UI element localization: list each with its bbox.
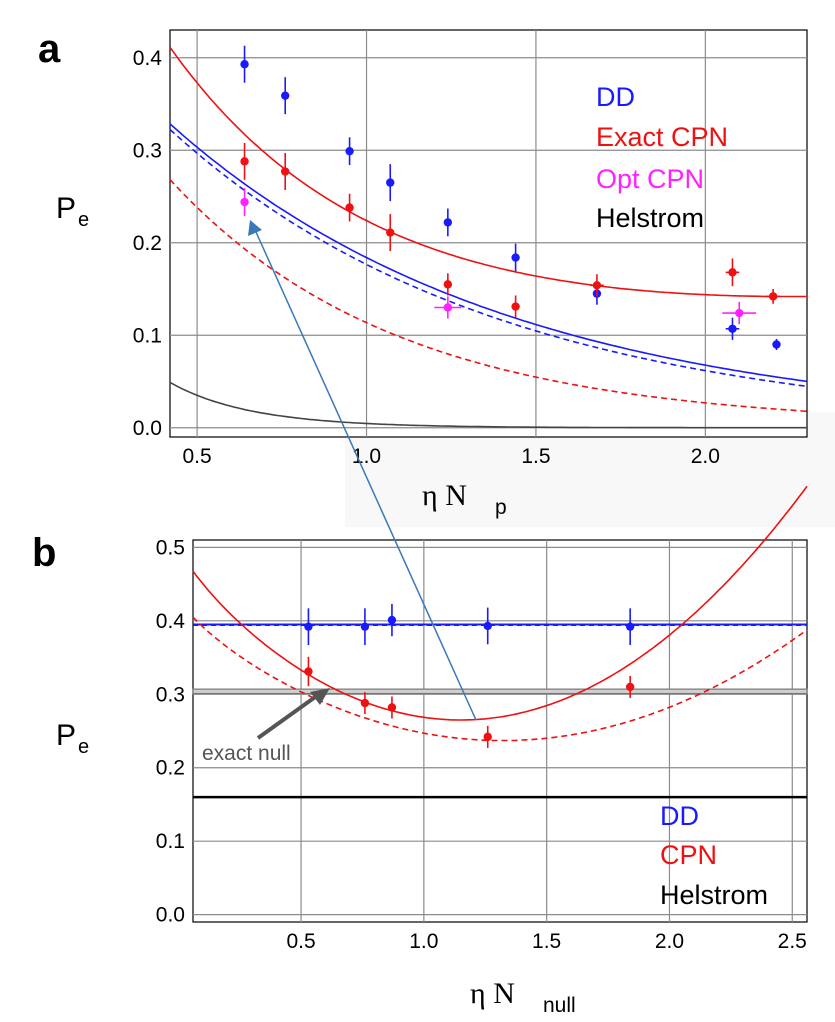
y-tick-label: 0.5	[156, 536, 185, 559]
legend-a-opt-cpn: Opt CPN	[596, 164, 704, 194]
curve-dd-theory	[169, 123, 808, 383]
panel-b-xlabel-symbol: η N	[470, 977, 515, 1010]
data-point-opt-cpn	[443, 303, 453, 312]
y-tick-label: 0.3	[133, 139, 162, 162]
panel-b-x-label: η N null	[470, 977, 576, 1017]
panel-b: b 0.5 1.0 1.5 2.0 2.50.00.10.20.30.40.5 P e …	[32, 485, 808, 1017]
panel-a-legend: DD Exact CPN Opt CPN Helstrom	[596, 82, 728, 233]
data-point-dd	[386, 178, 395, 187]
panel-connector-arrow	[248, 220, 477, 721]
y-tick-label: 0.1	[133, 324, 162, 347]
legend-a-helstrom: Helstrom	[596, 203, 704, 233]
y-tick-label: 0.1	[156, 830, 185, 853]
data-point-cpn	[483, 732, 492, 742]
data-point-dd	[772, 340, 781, 349]
panel-b-ylabel-sub: e	[78, 736, 89, 758]
data-point-dd	[240, 60, 249, 69]
x-tick-label: 2.0	[691, 445, 720, 468]
data-point-exact-cpn	[281, 167, 290, 176]
x-tick-label: 1.5	[521, 445, 550, 468]
exact-null-annotation: exact null	[202, 742, 291, 765]
legend-b-cpn: CPN	[660, 840, 717, 870]
x-tick-label: 1.0	[409, 930, 438, 953]
panel-a-ylabel-symbol: P	[56, 192, 76, 225]
panel-b-ticks: 0.5 1.0 1.5 2.0 2.5 0.0 0.1 0.2 0.3 0.4 0.5	[156, 536, 807, 953]
data-point-dd	[387, 615, 397, 625]
panel-a-plot-area	[169, 29, 808, 438]
legend-a-dd: DD	[596, 82, 635, 112]
x-tick-label: 0.5	[183, 445, 212, 468]
x-tick-label: 1.0	[352, 445, 381, 468]
data-point-dd	[483, 621, 492, 631]
curve-exact-cpn-dashed	[169, 179, 808, 412]
panel-a-points	[240, 45, 781, 351]
data-point-exact-cpn	[592, 281, 602, 290]
x-tick-label: 1.5	[532, 930, 561, 953]
panel-b-ylabel-symbol: P	[56, 719, 76, 752]
panel-a-letter: a	[38, 27, 61, 71]
data-point-exact-cpn	[511, 302, 520, 311]
data-point-dd	[728, 324, 737, 333]
panel-a-x-label: η N p	[422, 479, 507, 519]
legend-a-exact-cpn: Exact CPN	[596, 122, 728, 152]
panel-a-xlabel-sub: p	[495, 496, 507, 519]
panel-b-y-label: P e	[56, 719, 89, 758]
curve-cpn-dashed	[192, 616, 808, 742]
data-point-cpn	[387, 703, 397, 712]
x-tick-label: 0.5	[286, 930, 315, 953]
x-tick-label: 2.5	[778, 930, 807, 953]
y-tick-label: 0.0	[156, 904, 185, 927]
legend-b-dd: DD	[660, 801, 699, 831]
panel-b-xlabel-sub: null	[543, 994, 576, 1017]
data-point-exact-cpn	[768, 292, 778, 301]
data-point-opt-cpn	[735, 308, 744, 318]
y-tick-label: 0.2	[156, 757, 185, 780]
panel-b-letter: b	[32, 531, 56, 575]
data-point-exact-cpn	[443, 280, 453, 289]
curve-dd-theory-dashed	[169, 128, 808, 388]
data-point-exact-cpn	[728, 268, 737, 277]
data-point-exact-cpn	[240, 157, 249, 166]
exact-null-arrow-head	[310, 688, 330, 705]
panel-b-points	[304, 603, 635, 748]
panel-a-curves	[169, 46, 808, 429]
connector-arrow-head	[248, 220, 262, 236]
data-point-dd	[304, 622, 313, 631]
data-point-dd	[281, 91, 290, 100]
data-point-dd	[345, 146, 354, 156]
y-tick-label: 0.2	[133, 232, 162, 255]
y-tick-label: 0.4	[133, 47, 163, 70]
panel-a-xlabel-symbol: η N	[422, 479, 467, 512]
legend-b-helstrom: Helstrom	[660, 880, 768, 910]
data-point-cpn	[304, 667, 313, 676]
y-tick-label: 0.4	[156, 610, 186, 633]
panel-a-y-label: P e	[56, 192, 89, 231]
data-point-dd	[443, 218, 453, 227]
curve-cpn	[192, 485, 808, 721]
data-point-cpn	[625, 682, 635, 692]
panel-a-ylabel-sub: e	[78, 209, 89, 231]
data-point-exact-cpn	[345, 203, 354, 212]
data-point-opt-cpn	[240, 197, 249, 207]
data-point-dd	[360, 622, 370, 631]
panel-b-reference-lines	[192, 623, 808, 799]
data-point-exact-cpn	[386, 228, 395, 237]
y-tick-label: 0.3	[156, 683, 185, 706]
x-tick-label: 2.0	[655, 930, 684, 953]
data-point-dd	[625, 622, 635, 631]
panel-b-curves	[192, 485, 808, 742]
exact-null-arrow-shaft	[256, 693, 320, 740]
panel-a: a 0.5 1.0 1.5 2.00.00.10.20.30.4 P e η N p …	[38, 27, 808, 519]
data-point-cpn	[360, 698, 370, 708]
y-tick-label: 0.0	[133, 417, 162, 440]
exact-null-arrow	[256, 688, 330, 740]
exact-null-band	[192, 688, 808, 695]
connector-line	[255, 231, 477, 721]
curve-exact-cpn	[169, 46, 807, 298]
data-point-dd	[511, 253, 520, 262]
panel-b-legend: DD CPN Helstrom	[660, 801, 768, 910]
curve-helstrom	[169, 381, 807, 429]
